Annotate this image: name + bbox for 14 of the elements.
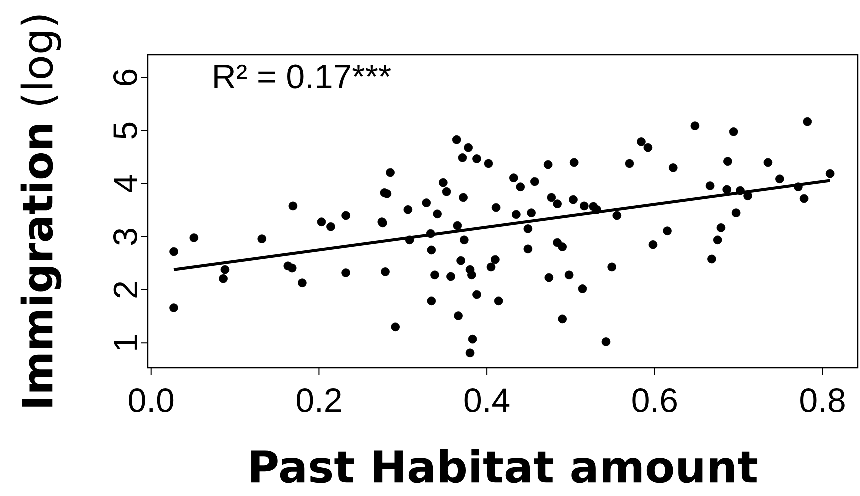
y-tick-label: 1 — [114, 335, 138, 350]
x-tick-label: 0.0 — [129, 388, 174, 412]
x-tick-label: 0.8 — [800, 388, 845, 412]
x-axis-title: Past Habitat amount — [252, 449, 758, 484]
y-tick-label: 6 — [113, 70, 138, 86]
y-axis-title: Immigration (log) — [20, 16, 62, 407]
x-tick-label: 0.2 — [296, 388, 342, 412]
x-tick-label: 0.6 — [632, 388, 677, 412]
y-tick-label: 2 — [114, 282, 138, 298]
x-tick-label: 0.4 — [464, 388, 510, 412]
annotation: R² = 0.17*** — [214, 64, 392, 89]
y-tick-label: 4 — [114, 175, 138, 193]
y-tick-label: 5 — [114, 122, 138, 139]
y-tick-label: 3 — [113, 229, 138, 246]
